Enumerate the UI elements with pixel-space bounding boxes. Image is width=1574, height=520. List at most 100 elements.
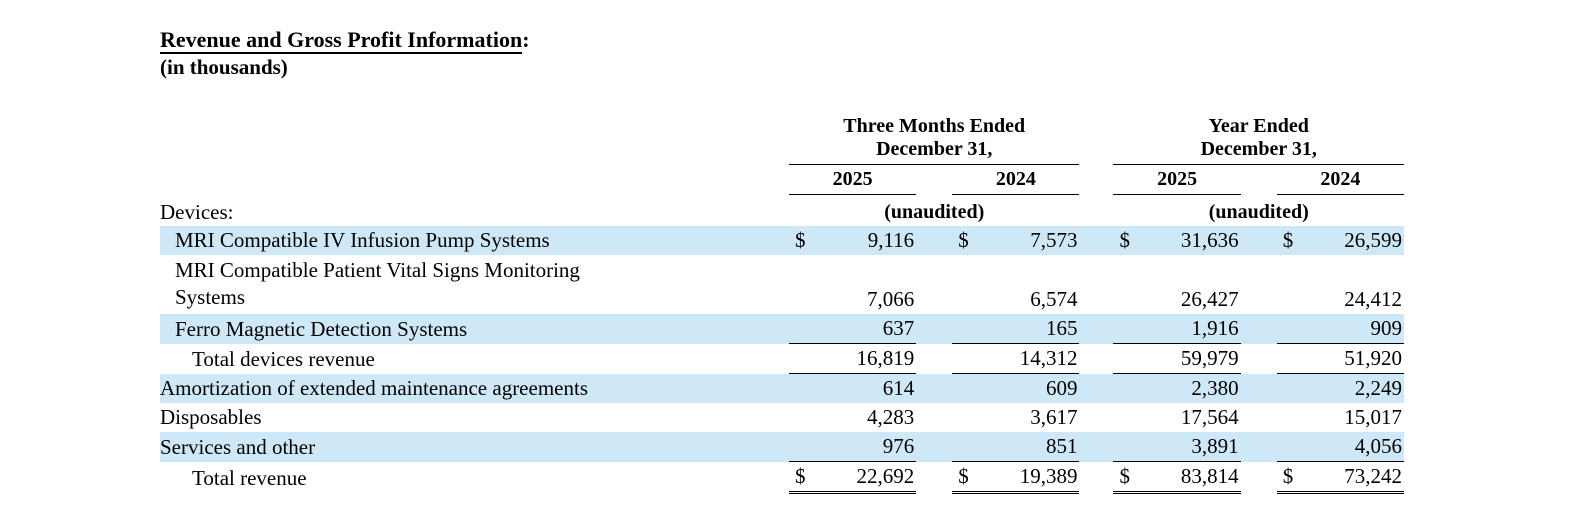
dollar-sign-cell — [789, 343, 822, 374]
row-label: Ferro Magnetic Detection Systems — [160, 314, 789, 344]
column-gap — [916, 373, 953, 403]
dollar-sign-cell — [952, 343, 985, 374]
row-label: Services and other — [160, 432, 789, 462]
column-gap — [1241, 165, 1277, 195]
group-gap — [1079, 432, 1114, 462]
dollar-sign-cell — [1276, 432, 1309, 462]
value-cell: 26,599 — [1308, 226, 1404, 255]
table-row: Amortization of extended maintenance agr… — [160, 373, 1404, 403]
header-spacer — [160, 115, 789, 165]
unaudited-note: (unaudited) — [884, 201, 985, 223]
value-cell: 3,617 — [1030, 405, 1078, 429]
header-group-row: Three Months Ended December 31, Year End… — [160, 115, 1404, 165]
dollar-sign-cell — [1276, 343, 1309, 374]
column-gap — [916, 462, 952, 493]
column-gap — [1240, 226, 1277, 255]
value-cell: 19,389 — [984, 461, 1080, 494]
unaudited-note: (unaudited) — [1208, 201, 1309, 223]
dollar-sign-cell: $ — [952, 226, 985, 255]
group-gap — [1079, 344, 1113, 374]
group-gap — [1079, 115, 1113, 165]
column-gap — [1241, 462, 1277, 493]
dollar-sign-cell — [1113, 314, 1146, 344]
year-header: 2024 — [1276, 164, 1404, 195]
value-cell: 83,814 — [1145, 461, 1241, 494]
row-label: MRI Compatible IV Infusion Pump Systems — [160, 226, 789, 255]
table-row: Services and other 976 851 3,891 4,056 — [160, 432, 1404, 462]
value-cell: 614 — [821, 373, 917, 403]
column-group-line2: December 31, — [876, 138, 993, 160]
group-gap — [1079, 195, 1113, 227]
value-cell: 15,017 — [1344, 405, 1402, 429]
group-gap — [1079, 373, 1114, 403]
group-gap — [1079, 255, 1113, 314]
value-cell: 7,066 — [866, 287, 915, 311]
group-gap — [1079, 403, 1113, 432]
table-row: MRI Compatible Patient Vital Signs Monit… — [160, 255, 1404, 314]
value-cell: 24,412 — [1344, 287, 1402, 311]
dollar-sign-cell: $ — [789, 461, 822, 494]
dollar-sign-cell — [1277, 255, 1309, 314]
column-gap — [916, 403, 952, 432]
dollar-sign-cell — [789, 314, 822, 344]
column-gap — [1241, 344, 1277, 374]
row-label: Amortization of extended maintenance agr… — [160, 373, 789, 403]
section-unaudited-row: Devices: (unaudited) (unaudited) — [160, 195, 1404, 227]
table-row: MRI Compatible IV Infusion Pump Systems $… — [160, 226, 1404, 255]
group-gap — [1079, 226, 1114, 255]
dollar-sign-cell — [1113, 255, 1145, 314]
section-label: Devices: — [160, 200, 234, 224]
year-header: 2025 — [1113, 164, 1241, 195]
dollar-sign-cell — [789, 373, 822, 403]
table-row: Total revenue $22,692 $19,389 $83,814 $73,24… — [160, 461, 1404, 494]
page-title-colon: : — [522, 27, 530, 52]
year-header: 2025 — [789, 164, 917, 195]
table-body: MRI Compatible IV Infusion Pump Systems $… — [160, 226, 1404, 494]
header-year-row: 2025 2024 2025 2024 — [160, 164, 1404, 195]
value-cell: 22,692 — [821, 461, 917, 494]
dollar-sign-cell — [1276, 373, 1309, 403]
dollar-sign-cell — [952, 255, 984, 314]
row-label: Disposables — [160, 405, 262, 429]
group-gap — [1079, 462, 1113, 493]
column-group-three-months: Three Months Ended December 31, — [789, 115, 1080, 165]
value-cell: 73,242 — [1308, 461, 1404, 494]
dollar-sign-cell: $ — [1113, 461, 1146, 494]
header-spacer — [160, 165, 789, 195]
dollar-sign-cell: $ — [1113, 226, 1146, 255]
group-gap — [1079, 165, 1113, 195]
row-label: Total revenue — [192, 465, 307, 490]
dollar-sign-cell — [952, 432, 985, 462]
dollar-sign-cell: $ — [952, 461, 985, 494]
dollar-sign-cell — [1113, 343, 1146, 374]
value-cell: 851 — [984, 432, 1080, 462]
dollar-sign-cell — [789, 432, 822, 462]
row-label-line: MRI Compatible Patient Vital Signs Monit… — [175, 258, 580, 282]
value-cell: 9,116 — [821, 226, 917, 255]
page-title: Revenue and Gross Profit Information: — [160, 26, 1574, 54]
value-cell: 3,891 — [1145, 432, 1241, 462]
column-gap — [1241, 403, 1277, 432]
column-group-line1: Year Ended — [1208, 115, 1309, 137]
value-cell: 637 — [821, 314, 917, 344]
dollar-sign-cell — [789, 255, 821, 314]
dollar-sign-cell — [952, 314, 985, 344]
value-cell: 2,249 — [1308, 373, 1404, 403]
column-group-year-ended: Year Ended December 31, — [1113, 115, 1404, 165]
table-row: Disposables 4,283 3,617 17,564 15,017 — [160, 403, 1404, 432]
dollar-sign-cell: $ — [1276, 461, 1309, 494]
revenue-table: Three Months Ended December 31, Year End… — [160, 115, 1404, 494]
group-gap — [1079, 314, 1114, 344]
column-gap — [916, 314, 953, 344]
dollar-sign-cell — [1276, 314, 1309, 344]
column-gap — [916, 255, 952, 314]
value-cell: 6,574 — [1030, 287, 1078, 311]
value-cell: 165 — [984, 314, 1080, 344]
value-cell: 909 — [1308, 314, 1404, 344]
column-gap — [1241, 255, 1277, 314]
row-label-line: Systems — [175, 285, 246, 309]
column-gap — [1240, 432, 1277, 462]
value-cell: 31,636 — [1145, 226, 1241, 255]
year-header: 2024 — [952, 164, 1080, 195]
value-cell: 59,979 — [1145, 343, 1241, 374]
